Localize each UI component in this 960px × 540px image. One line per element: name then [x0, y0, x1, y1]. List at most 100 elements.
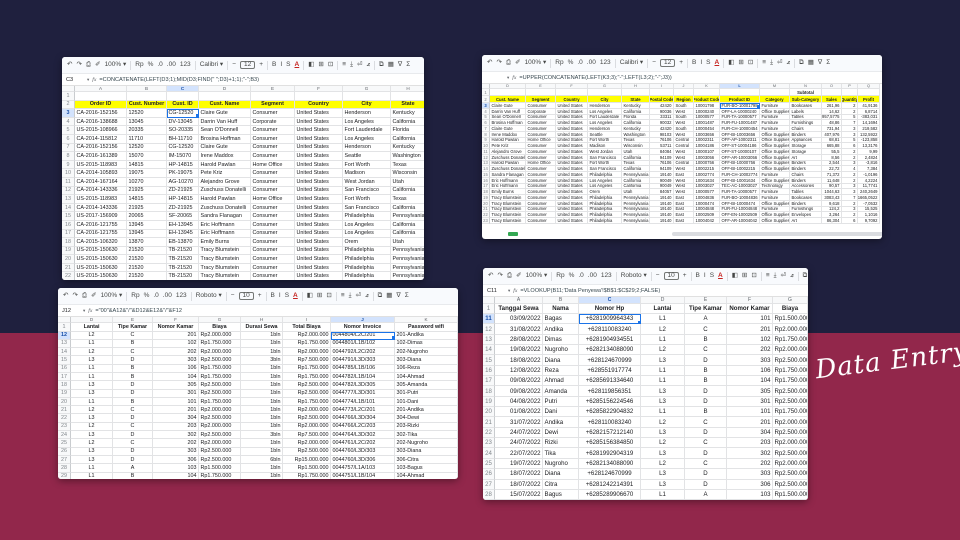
cell[interactable]: 2: [842, 200, 858, 207]
cell[interactable]: Kentucky: [622, 103, 650, 109]
font-size-input[interactable]: 10: [663, 271, 679, 281]
cell[interactable]: 14,62: [822, 108, 842, 115]
cell[interactable]: Henderson: [343, 109, 391, 118]
cell[interactable]: South: [674, 114, 694, 121]
cell[interactable]: US-2015-150630: [75, 255, 127, 264]
cell[interactable]: 10002311: [694, 137, 720, 144]
cell[interactable]: 19140: [650, 195, 674, 201]
column-header-E[interactable]: E: [251, 86, 295, 92]
cell[interactable]: Pennsylvania: [391, 256, 424, 264]
bold-icon[interactable]: B: [272, 60, 277, 68]
cell[interactable]: 20335: [127, 126, 167, 135]
cell[interactable]: United States: [556, 114, 588, 121]
cell[interactable]: Rp2.000.000: [773, 438, 808, 449]
fill-color-icon[interactable]: ◧: [308, 60, 315, 68]
cell[interactable]: Consumer: [526, 177, 556, 184]
cell[interactable]: L2: [641, 438, 685, 449]
font-size-input[interactable]: 12: [659, 58, 676, 68]
font-select[interactable]: Roboto ▾: [195, 291, 222, 299]
strikethrough-icon[interactable]: S: [709, 271, 715, 279]
cell[interactable]: 1bln: [241, 372, 283, 382]
cell[interactable]: +628124670999: [579, 355, 641, 366]
increase-decimal-icon[interactable]: .00: [586, 58, 596, 66]
cell[interactable]: L3: [71, 356, 113, 365]
cell[interactable]: L1: [71, 364, 113, 373]
cell[interactable]: 201-Andika: [395, 406, 458, 415]
zoom-select[interactable]: 100% ▾: [104, 60, 127, 68]
row-number[interactable]: 8: [482, 131, 490, 138]
cell[interactable]: Rp1.750.000: [283, 372, 331, 382]
cell[interactable]: CA-2016-152156: [75, 143, 127, 153]
cell[interactable]: 21520: [127, 255, 167, 264]
cell[interactable]: 76106: [650, 160, 674, 167]
cell[interactable]: 5: [842, 137, 858, 144]
cell[interactable]: City: [588, 96, 622, 103]
cell[interactable]: ZD-21925: [167, 186, 199, 196]
row-number[interactable]: 12: [482, 154, 490, 161]
cell[interactable]: CA-2014-115812: [75, 134, 127, 144]
cell[interactable]: Rp1.500.000: [773, 489, 808, 500]
row-number[interactable]: 21: [482, 206, 490, 213]
cell[interactable]: L2: [641, 417, 685, 428]
row-number[interactable]: 25: [58, 439, 71, 448]
decrease-decimal-icon[interactable]: .0: [578, 271, 584, 279]
row-number[interactable]: 23: [58, 422, 71, 432]
cell[interactable]: Office Supplies: [760, 108, 790, 115]
cell[interactable]: Pennsylvania: [622, 172, 650, 178]
cell[interactable]: 132,5922: [858, 131, 880, 138]
cell[interactable]: 28/08/2022: [495, 334, 543, 346]
cell[interactable]: United States: [556, 143, 588, 149]
cell[interactable]: +6281904934551: [579, 334, 641, 346]
cell[interactable]: 12/08/2022: [495, 365, 543, 377]
cell[interactable]: 09/08/2022: [495, 386, 543, 397]
cell[interactable]: Washington: [391, 152, 424, 161]
cell[interactable]: 86,304: [822, 218, 842, 224]
cell[interactable]: TB-21520: [167, 263, 199, 273]
cell[interactable]: Harold Pawlan: [199, 160, 251, 170]
cell[interactable]: 0044777/L3D/301: [331, 389, 395, 398]
cell[interactable]: ZD-21925: [167, 203, 199, 213]
cell[interactable]: 1bln: [241, 472, 283, 479]
column-header-D[interactable]: D: [71, 317, 113, 323]
cell[interactable]: 305: [727, 386, 773, 397]
cell[interactable]: CA-2016-138688: [75, 117, 127, 127]
select-all-corner[interactable]: [62, 86, 75, 92]
cell[interactable]: L3: [71, 381, 113, 390]
cell[interactable]: Binders: [790, 166, 822, 172]
cell[interactable]: United States: [556, 160, 588, 167]
cell[interactable]: TB-21520: [167, 255, 199, 264]
cell[interactable]: Rp1.750.000: [773, 376, 808, 387]
cell[interactable]: +6285289906670: [579, 489, 641, 500]
merge-cells-icon[interactable]: ⊡: [326, 291, 332, 299]
column-header-C[interactable]: C: [167, 86, 199, 92]
cell[interactable]: 21520: [127, 272, 167, 280]
format-currency-icon[interactable]: Rp: [135, 60, 144, 68]
cell[interactable]: Pennsylvania: [392, 273, 425, 280]
cell[interactable]: Rp2.000.000: [283, 439, 331, 448]
cell[interactable]: State: [391, 100, 424, 110]
row-number[interactable]: 4: [482, 108, 490, 115]
cell[interactable]: Texas: [391, 161, 424, 170]
text-wrap-icon[interactable]: ⏎: [776, 58, 783, 66]
row-number[interactable]: 18: [58, 381, 71, 390]
cell[interactable]: 302: [153, 431, 199, 440]
cell[interactable]: CA-2014-143336: [75, 186, 127, 196]
cell[interactable]: 104: [153, 472, 199, 479]
cell[interactable]: Office Supplies: [760, 177, 790, 184]
cell[interactable]: 90049: [650, 177, 674, 184]
cell[interactable]: 304: [153, 414, 199, 423]
cell[interactable]: Rp1.750.000: [773, 407, 808, 418]
horizontal-scrollbar[interactable]: [672, 232, 882, 236]
cell[interactable]: San Francisco: [588, 154, 622, 161]
cell[interactable]: Pennsylvania: [622, 206, 650, 213]
cell[interactable]: Darrin Van Huff: [490, 108, 526, 115]
cell[interactable]: Reza: [543, 365, 579, 377]
cell[interactable]: Eric Hoffmann: [490, 183, 526, 190]
cell[interactable]: Tanggal Sewa: [495, 304, 543, 314]
cell[interactable]: Harold Pawlan: [490, 137, 526, 144]
cell[interactable]: [674, 89, 694, 96]
cell[interactable]: D: [113, 389, 153, 398]
cell[interactable]: 55,5: [822, 149, 842, 155]
cell[interactable]: Dimas: [543, 334, 579, 346]
cell[interactable]: Furniture: [760, 206, 790, 213]
